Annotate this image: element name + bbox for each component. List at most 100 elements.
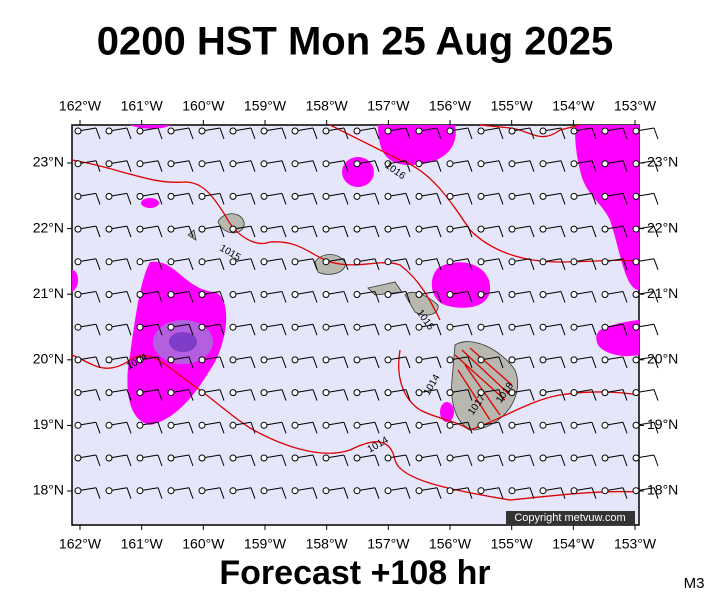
wind-barb [353, 291, 380, 303]
barb-flag [281, 422, 287, 434]
station [384, 454, 392, 462]
station [322, 291, 330, 298]
wind-barb [601, 291, 628, 303]
wind-barb [384, 258, 411, 270]
wind-barb [508, 192, 535, 205]
wind-barb [260, 225, 287, 238]
station [105, 356, 113, 364]
station [632, 454, 640, 462]
wind-barb [508, 258, 535, 270]
station [601, 127, 609, 135]
barb-flag [498, 258, 504, 270]
barb-flag [95, 160, 101, 172]
station [74, 160, 82, 168]
wind-barb [198, 291, 225, 303]
station [539, 160, 547, 168]
barb-flag [498, 487, 504, 499]
wind-barb [167, 291, 194, 303]
wind-barb [167, 323, 194, 336]
station [74, 323, 82, 331]
station [601, 258, 609, 266]
barb-flag [126, 324, 132, 336]
wind-barb [229, 160, 256, 172]
wind-barb [539, 389, 566, 401]
wind-barb [136, 421, 163, 434]
station [384, 421, 392, 429]
station [167, 421, 175, 429]
barb-flag [250, 356, 256, 369]
wind-barb [229, 356, 256, 369]
barb-flag [188, 225, 194, 238]
barb-flag [498, 160, 504, 172]
wind-barb [229, 421, 256, 434]
station [477, 225, 485, 233]
barb-flag [250, 193, 256, 205]
barb-flag [653, 258, 659, 270]
station [446, 291, 454, 298]
barb-flag [188, 160, 194, 172]
forecast-caption: Forecast +108 hr [219, 554, 490, 592]
barb-flag [467, 487, 473, 499]
wind-barb [384, 127, 411, 140]
station [508, 225, 516, 233]
barb-flag [405, 356, 411, 369]
station [570, 225, 578, 233]
wind-barb [136, 225, 163, 238]
wind-barb [322, 454, 349, 467]
wind-barb [198, 389, 225, 401]
wind-barb [384, 356, 411, 369]
station [477, 192, 485, 200]
wind-barb [477, 225, 504, 238]
barb-flag [157, 193, 163, 205]
station [229, 421, 237, 429]
station [229, 487, 237, 495]
wind-barb [415, 258, 442, 270]
station [632, 291, 640, 298]
wind-barb [167, 356, 194, 369]
wind-barb [446, 421, 473, 434]
barb-flag [560, 487, 566, 499]
station [322, 323, 330, 331]
wind-barb [508, 291, 535, 303]
wind-barb [105, 160, 132, 172]
barb-flag [126, 193, 132, 205]
wind-barb [570, 323, 597, 336]
station [384, 389, 392, 397]
barb-flag [653, 356, 659, 369]
barb-flag [312, 487, 318, 499]
lon-label: 155°W [491, 536, 534, 552]
barb-flag [157, 487, 163, 499]
wind-barb [322, 356, 349, 369]
barb-flag [250, 454, 256, 467]
station [291, 160, 299, 168]
station [446, 258, 454, 266]
wind-barb [260, 258, 287, 270]
station [539, 421, 547, 429]
lat-label: 20°N [647, 351, 678, 367]
station [105, 127, 113, 135]
station [291, 127, 299, 135]
station [384, 192, 392, 200]
wind-barb [198, 323, 225, 336]
barb-flag [281, 160, 287, 172]
station [632, 323, 640, 331]
station [632, 258, 640, 266]
wind-barb [229, 323, 256, 336]
barb-flag [312, 324, 318, 336]
barb-flag [498, 127, 504, 140]
station [601, 454, 609, 462]
barb-flag [560, 356, 566, 369]
barb-flag [219, 487, 225, 499]
barb-flag [653, 160, 659, 172]
wind-barb [477, 421, 504, 434]
barb-flag [591, 454, 597, 467]
wind-barb [74, 127, 101, 140]
station [508, 291, 516, 298]
barb-flag [560, 160, 566, 172]
barb-flag [219, 389, 225, 401]
station [477, 160, 485, 168]
wind-barb [539, 323, 566, 336]
wind-barb [198, 356, 225, 369]
barb-flag [622, 160, 628, 172]
barb-flag [374, 422, 380, 434]
